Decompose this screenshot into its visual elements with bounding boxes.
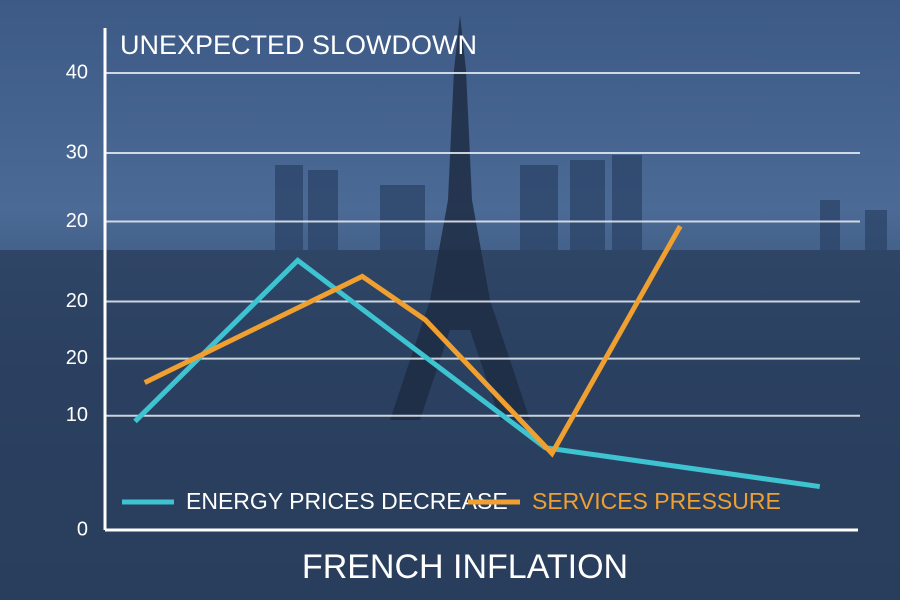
y-tick-label: 0 <box>77 518 88 540</box>
y-tick-label: 20 <box>66 210 88 232</box>
legend-label: ENERGY PRICES DECREASE <box>186 488 508 514</box>
series-line <box>133 257 821 490</box>
chart-title: UNEXPECTED SLOWDOWN <box>120 30 477 60</box>
skyline <box>0 155 900 600</box>
y-tick-label: 30 <box>66 141 88 163</box>
y-tick-label: 40 <box>66 61 88 83</box>
y-tick-label: 10 <box>66 404 88 426</box>
y-tick-label: 20 <box>66 347 88 369</box>
legend-label: SERVICES PRESSURE <box>532 488 781 514</box>
y-tick-label: 20 <box>66 290 88 312</box>
series-line <box>143 224 683 458</box>
x-axis-label: FRENCH INFLATION <box>302 548 628 586</box>
